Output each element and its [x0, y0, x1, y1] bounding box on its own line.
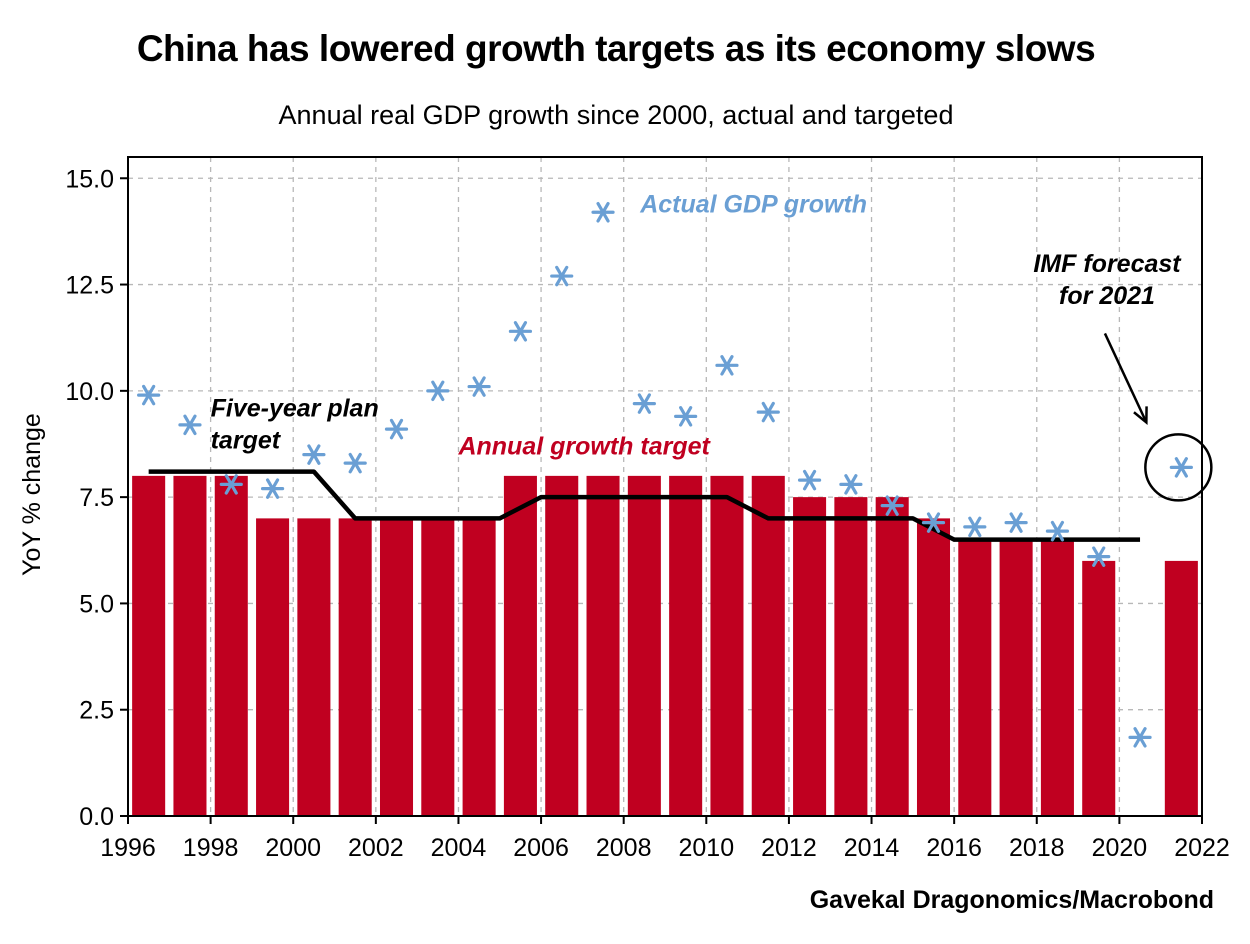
scatter-point: [384, 418, 409, 440]
bar: [958, 539, 992, 816]
x-tick-label: 2022: [1174, 834, 1230, 862]
scatter-point: [715, 355, 739, 376]
x-tick-label: 2010: [678, 834, 734, 862]
bar: [214, 475, 248, 816]
bar: [793, 497, 827, 816]
bar: [710, 475, 744, 816]
y-tick-label: 5.0: [79, 590, 114, 618]
bar: [1040, 539, 1074, 816]
bar: [875, 497, 909, 816]
chart-source: Gavekal Dragonomics/Macrobond: [809, 886, 1214, 914]
bar: [256, 518, 290, 816]
x-tick-label: 2002: [348, 834, 404, 862]
annotations: Actual GDP growth Five-year plan target Ann…: [211, 190, 1213, 502]
bar: [503, 475, 537, 816]
bar: [627, 475, 661, 816]
scatter-point: [963, 516, 987, 538]
bar: [545, 475, 579, 816]
scatter-point: [921, 512, 946, 533]
bar: [669, 475, 703, 816]
scatter-point: [632, 393, 656, 414]
annotation-text: IMF forecast for 2021: [1033, 250, 1182, 310]
forecast-circle: [1144, 433, 1213, 502]
annotation-text: Actual GDP growth: [639, 190, 867, 218]
scatter-point: [756, 401, 780, 423]
x-tick-label: 2016: [926, 834, 982, 862]
scatter-point: [1087, 546, 1111, 567]
x-tick-label: 2012: [761, 834, 817, 862]
y-axis-label: YoY % change: [18, 413, 46, 576]
scatter-point: [467, 376, 491, 397]
scatter-point: [797, 469, 822, 491]
scatter-point: [426, 380, 450, 402]
scatter-point: [591, 202, 615, 223]
bar: [916, 518, 951, 816]
bar: [173, 475, 207, 816]
scatter-point: [219, 474, 243, 495]
x-tick-label: 2004: [431, 834, 487, 862]
bar: [421, 518, 455, 816]
scatter-point: [178, 414, 202, 436]
plan-target-series: [148, 469, 1141, 542]
scatter-point: [1128, 727, 1152, 748]
scatter-point: [343, 452, 367, 474]
scatter-point: [1169, 457, 1193, 478]
y-tick-label: 10.0: [65, 378, 114, 406]
x-tick-label: 1998: [183, 834, 239, 862]
plot-frame: [127, 156, 1203, 817]
forecast-arrowhead: [1133, 406, 1148, 425]
y-axis-ticks: 0.0 2.5 5.0 7.5 10.0 12.5 15.0: [65, 165, 128, 831]
x-tick-label: 2018: [1009, 834, 1065, 862]
y-tick-label: 0.0: [79, 803, 114, 831]
bar: [999, 539, 1033, 816]
x-tick-label: 2020: [1092, 834, 1148, 862]
annotation-text: Five-year plan target: [211, 394, 379, 454]
y-tick-label: 12.5: [65, 272, 114, 300]
x-tick-label: 1996: [100, 834, 156, 862]
bar: [586, 475, 620, 816]
scatter-point: [1045, 520, 1070, 542]
chart-subtitle: Annual real GDP growth since 2000, actua…: [278, 100, 954, 130]
bar: [751, 475, 785, 816]
y-tick-label: 2.5: [79, 697, 114, 725]
bar: [297, 518, 331, 816]
bar: [132, 475, 166, 816]
y-tick-label: 15.0: [65, 165, 114, 193]
x-axis-ticks: 1996 1998 2000 2002 2004 2006 2008 2010 2012 2014…: [100, 816, 1230, 862]
bar: [379, 518, 414, 816]
scatter-point: [302, 444, 326, 465]
bar-series: [132, 475, 1198, 816]
scatter-point: [137, 384, 161, 406]
forecast-arrow: [1103, 332, 1148, 423]
x-tick-label: 2000: [265, 834, 321, 862]
x-tick-label: 2008: [596, 834, 652, 862]
x-tick-label: 2006: [513, 834, 569, 862]
scatter-point: [508, 321, 533, 342]
bar: [338, 518, 372, 816]
scatter-point: [1004, 512, 1028, 533]
bar: [1164, 560, 1198, 816]
bar: [462, 518, 496, 816]
bar: [1082, 560, 1116, 816]
bar: [834, 497, 868, 816]
scatter-point: [674, 406, 698, 427]
scatter-point: [260, 478, 285, 499]
scatter-point: [550, 265, 574, 287]
actual-growth-series: [137, 202, 1193, 748]
y-tick-label: 7.5: [79, 484, 114, 512]
annotation-text: Annual growth target: [457, 433, 711, 461]
scatter-point: [839, 474, 863, 495]
chart-title: China has lowered growth targets as its …: [136, 28, 1096, 69]
plan-target-line: [148, 469, 1141, 542]
x-tick-label: 2014: [844, 834, 900, 862]
scatter-point: [880, 495, 904, 516]
